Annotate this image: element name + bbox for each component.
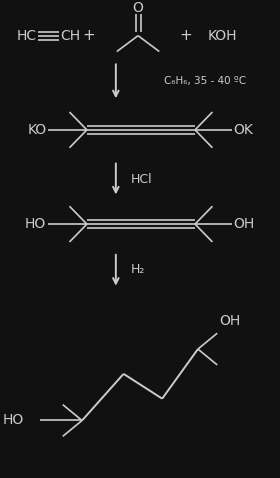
Text: OK: OK xyxy=(234,123,253,137)
Text: CH: CH xyxy=(60,29,80,43)
Text: KO: KO xyxy=(27,123,46,137)
Text: +: + xyxy=(179,28,192,43)
Text: C₆H₆, 35 - 40 ºC: C₆H₆, 35 - 40 ºC xyxy=(164,76,246,87)
Text: HO: HO xyxy=(3,413,24,427)
Text: +: + xyxy=(82,28,95,43)
Text: OH: OH xyxy=(234,217,255,231)
Text: HC: HC xyxy=(17,29,37,43)
Text: OH: OH xyxy=(219,315,241,328)
Text: HCl: HCl xyxy=(130,173,152,186)
Text: O: O xyxy=(133,1,143,15)
Text: H₂: H₂ xyxy=(130,263,145,276)
Text: KOH: KOH xyxy=(207,29,237,43)
Text: HO: HO xyxy=(25,217,46,231)
